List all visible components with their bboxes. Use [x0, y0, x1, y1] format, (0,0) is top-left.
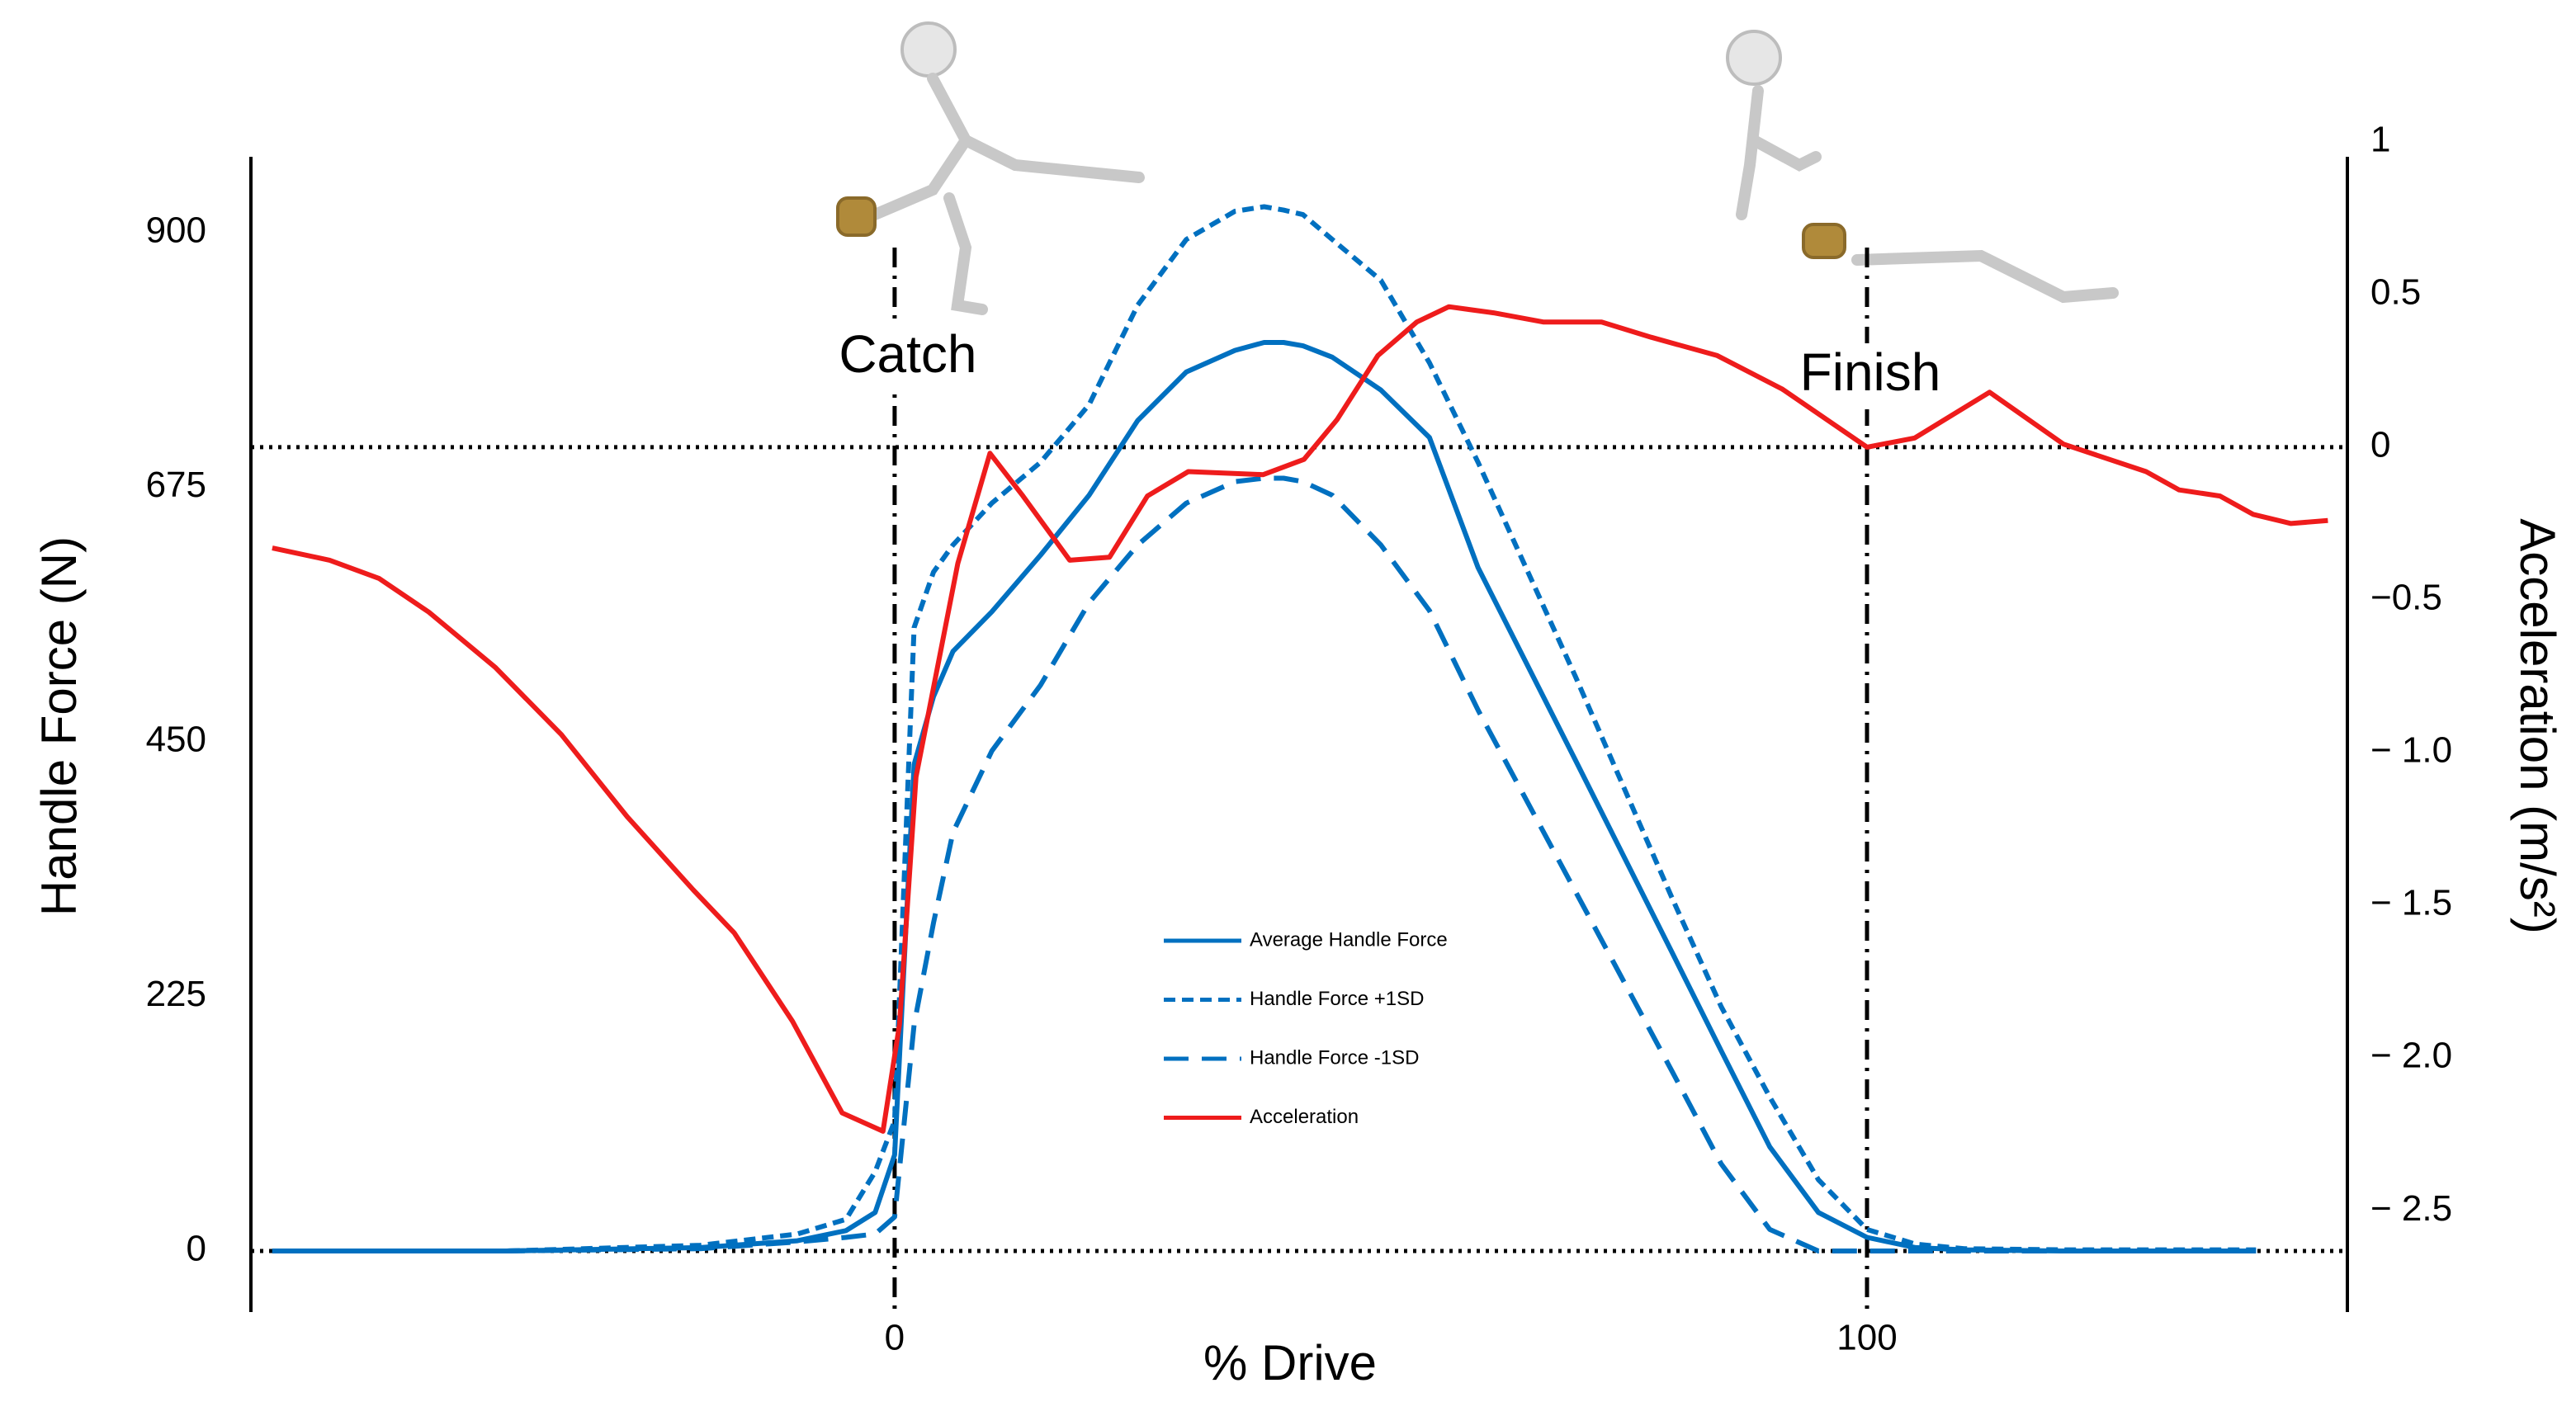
y-tick-label: 225: [146, 974, 206, 1014]
legend-label: Handle Force -1SD: [1250, 1046, 1419, 1069]
y-axis-label: Handle Force (N): [31, 536, 87, 916]
y-tick-label: 0: [187, 1229, 206, 1269]
series-line: [272, 475, 2257, 1253]
y2-axis-label: Acceleration (m/s²): [2510, 518, 2565, 933]
annotation-bg: [811, 325, 977, 391]
y2-tick-label: 1: [2370, 119, 2390, 159]
annotation-bg: [1784, 343, 1950, 409]
finish-figure: [1726, 30, 2119, 304]
y2-tick-label: − 2.0: [2370, 1036, 2452, 1076]
y2-tick-label: −0.5: [2370, 578, 2442, 618]
y2-tick-label: 0: [2370, 425, 2390, 465]
y2-tick-label: 0.5: [2370, 272, 2421, 313]
y-tick-label: 450: [146, 720, 206, 760]
y2-tick-label: − 1.5: [2370, 883, 2452, 923]
legend-label: Acceleration: [1250, 1106, 1359, 1128]
x-axis-label: % Drive: [1203, 1335, 1377, 1390]
x-tick-label: 0: [885, 1318, 905, 1358]
series-line: [272, 304, 2328, 1134]
y-tick-label: 675: [146, 465, 206, 505]
y2-tick-label: − 2.5: [2370, 1188, 2452, 1229]
annotation: Catch: [839, 324, 976, 384]
y2-tick-label: − 1.0: [2370, 730, 2452, 771]
legend-label: Average Handle Force: [1250, 928, 1448, 951]
x-tick-label: 100: [1836, 1318, 1897, 1358]
annotation: Finish: [1800, 342, 1941, 402]
y-tick-label: 900: [146, 210, 206, 251]
series-line: [272, 340, 2257, 1253]
catch-figure: [836, 21, 1145, 315]
series-line: [272, 204, 2257, 1253]
legend-label: Handle Force +1SD: [1250, 988, 1424, 1010]
